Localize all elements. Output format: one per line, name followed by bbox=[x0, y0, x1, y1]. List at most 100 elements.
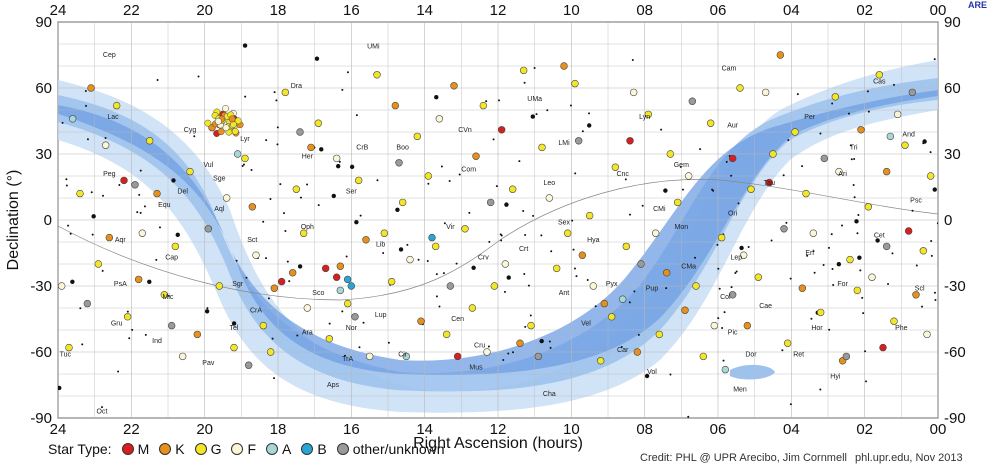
star-point-otherunknown bbox=[204, 225, 213, 233]
constellation-label: Cet bbox=[874, 233, 885, 240]
background-star bbox=[158, 226, 161, 229]
background-star bbox=[518, 160, 521, 163]
constellation-label: Ori bbox=[728, 211, 738, 218]
star-point-g bbox=[747, 185, 755, 193]
constellation-label: Mon bbox=[675, 224, 689, 231]
star-point-f bbox=[501, 260, 510, 268]
background-star bbox=[718, 287, 721, 290]
star-point-f bbox=[58, 282, 66, 290]
background-star bbox=[81, 343, 84, 346]
constellation-label: Aur bbox=[727, 123, 739, 130]
background-star bbox=[575, 275, 578, 278]
star-point-k bbox=[798, 284, 807, 292]
credit-right: phl.upr.edu, Nov 2013 bbox=[855, 452, 963, 464]
constellation-label: Lup bbox=[375, 312, 387, 319]
star-point-otherunknown bbox=[395, 159, 403, 167]
constellation-label: CMi bbox=[653, 206, 666, 213]
star-point-g bbox=[373, 71, 381, 79]
background-star bbox=[681, 188, 684, 191]
background-star bbox=[711, 188, 714, 191]
star-point-g bbox=[94, 260, 103, 268]
background-star bbox=[502, 358, 505, 361]
star-point-g bbox=[816, 308, 825, 317]
constellation-label: Lib bbox=[376, 241, 385, 248]
background-star bbox=[866, 90, 869, 93]
star-point-g bbox=[552, 264, 561, 273]
star-point-g bbox=[754, 273, 763, 281]
background-star bbox=[91, 233, 94, 236]
background-star bbox=[358, 346, 361, 349]
background-star bbox=[828, 328, 831, 331]
star-point-otherunknown bbox=[688, 97, 697, 105]
legend-dot-g bbox=[194, 443, 207, 455]
background-star bbox=[679, 165, 682, 168]
star-point-g bbox=[563, 229, 572, 237]
y-tick-label-left: -90 bbox=[30, 410, 52, 427]
background-star bbox=[273, 91, 276, 94]
star-point-k bbox=[857, 126, 865, 134]
background-star bbox=[117, 370, 120, 373]
constellation-label: Scl bbox=[915, 285, 925, 292]
star-point-g bbox=[519, 66, 528, 75]
background-star bbox=[841, 224, 844, 227]
background-star bbox=[933, 58, 936, 61]
constellation-label: Ser bbox=[346, 189, 358, 196]
background-star bbox=[796, 93, 799, 96]
star-point-f bbox=[835, 167, 843, 176]
background-star bbox=[442, 272, 445, 275]
kepler-field-star bbox=[214, 117, 222, 125]
star-point-otherunknown bbox=[842, 352, 851, 361]
star-point-g bbox=[890, 317, 898, 325]
background-star bbox=[620, 346, 623, 349]
background-star bbox=[529, 314, 532, 317]
constellation-label: TrA bbox=[342, 356, 353, 363]
background-star bbox=[65, 184, 68, 187]
background-star bbox=[535, 113, 538, 116]
background-star bbox=[126, 310, 129, 313]
background-star bbox=[631, 59, 634, 62]
star-point-k bbox=[681, 306, 689, 314]
background-star bbox=[267, 297, 270, 300]
star-point-f bbox=[739, 251, 748, 259]
constellation-label: Tri bbox=[850, 145, 858, 152]
background-star bbox=[663, 188, 668, 193]
background-star bbox=[355, 114, 358, 117]
constellation-label: Cae bbox=[759, 303, 772, 310]
background-star bbox=[637, 333, 640, 336]
star-point-f bbox=[222, 194, 231, 202]
y-tick-label-right: -30 bbox=[944, 278, 966, 295]
constellation-label: Sge bbox=[213, 175, 226, 182]
star-point-k bbox=[248, 203, 257, 211]
constellation-label: Pyx bbox=[606, 281, 618, 288]
background-star bbox=[241, 164, 244, 167]
star-point-k bbox=[743, 321, 752, 330]
background-star bbox=[512, 351, 515, 354]
star-point-otherunknown bbox=[637, 260, 645, 268]
x-tick-label-bottom: 06 bbox=[710, 421, 727, 438]
kepler-field-star bbox=[228, 115, 236, 123]
star-point-f bbox=[332, 154, 341, 163]
star-point-g bbox=[875, 71, 884, 79]
background-star bbox=[933, 291, 936, 294]
background-star bbox=[629, 213, 632, 216]
star-point-f bbox=[138, 229, 147, 237]
star-point-g bbox=[527, 321, 535, 330]
background-star bbox=[341, 88, 344, 91]
star-point-f bbox=[761, 88, 770, 97]
star-point-g bbox=[76, 189, 84, 198]
x-tick-label-bottom: 24 bbox=[50, 421, 67, 438]
star-point-g bbox=[919, 247, 928, 255]
background-star bbox=[856, 232, 859, 235]
x-tick-label-bottom: 10 bbox=[563, 421, 580, 438]
star-point-m bbox=[626, 137, 634, 145]
background-star bbox=[387, 341, 390, 344]
background-star bbox=[61, 121, 64, 124]
x-axis-title: Right Ascension (hours) bbox=[413, 435, 583, 452]
background-star bbox=[641, 204, 644, 207]
background-star bbox=[91, 214, 96, 219]
star-point-g bbox=[490, 282, 499, 290]
star-point-g bbox=[538, 143, 546, 152]
background-star bbox=[523, 273, 526, 276]
x-tick-label-bottom: 14 bbox=[416, 421, 433, 438]
background-star bbox=[533, 67, 536, 70]
